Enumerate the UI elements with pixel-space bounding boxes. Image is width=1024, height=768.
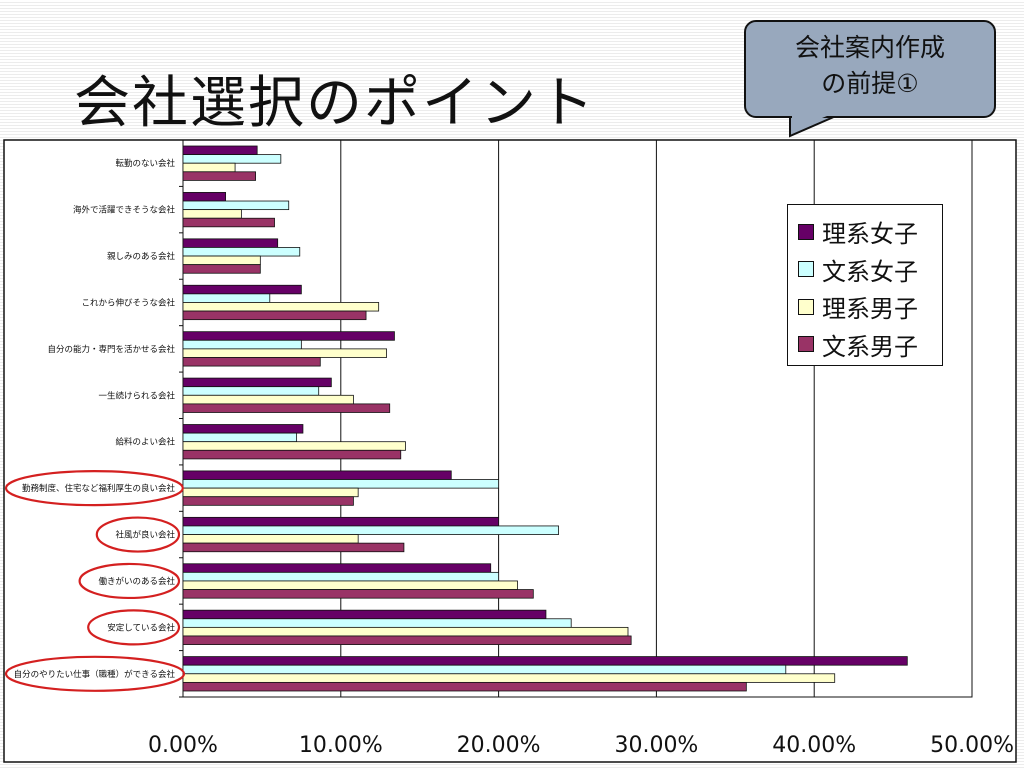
bar-2-1 xyxy=(182,247,301,257)
y-category-label-7: 勤務制度、住宅など福利厚生の良い会社 xyxy=(22,483,176,494)
bar-7-1 xyxy=(182,479,500,489)
bar-4-1 xyxy=(182,339,302,350)
bar-10-2 xyxy=(182,626,629,637)
legend-swatch-1 xyxy=(798,261,814,278)
bar-11-3 xyxy=(182,681,747,692)
highlight-circle-7 xyxy=(4,470,184,507)
bar-5-2 xyxy=(182,394,354,405)
slide-title: 会社選択のポイント xyxy=(74,71,596,136)
x-tick-label-3: 30.00% xyxy=(614,733,698,758)
callout-line-2: の前提① xyxy=(821,69,919,98)
bar-8-1 xyxy=(182,525,559,535)
bar-3-3 xyxy=(182,310,367,321)
bar-1-0 xyxy=(182,192,227,202)
legend-item-2: 理系男子 xyxy=(788,288,942,326)
y-category-label-1: 海外で活躍できそうな会社 xyxy=(73,205,176,216)
bar-11-1 xyxy=(182,664,787,675)
highlight-circle-9 xyxy=(78,562,181,600)
bar-2-2 xyxy=(182,255,261,266)
bar-4-3 xyxy=(182,357,321,367)
bar-6-2 xyxy=(182,441,406,451)
bar-3-1 xyxy=(182,293,271,303)
bar-9-2 xyxy=(182,580,518,590)
legend-item-3: 文系男子 xyxy=(788,326,942,364)
bar-9-3 xyxy=(182,589,534,599)
bar-7-3 xyxy=(182,496,354,506)
legend-swatch-3 xyxy=(798,336,814,353)
legend-label-3: 文系男子 xyxy=(822,332,918,361)
legend-item-1: 文系女子 xyxy=(788,251,942,289)
bar-6-3 xyxy=(182,449,402,460)
legend-swatch-2 xyxy=(798,298,814,315)
y-category-label-0: 転勤のない会社 xyxy=(115,158,175,169)
bar-3-0 xyxy=(182,284,302,295)
legend-label-0: 理系女子 xyxy=(822,220,918,249)
y-category-label-6: 給料のよい会社 xyxy=(115,437,175,448)
legend-swatch-0 xyxy=(798,223,814,240)
x-tick-label-2: 20.00% xyxy=(457,733,541,758)
bar-1-1 xyxy=(182,200,290,211)
bar-9-1 xyxy=(182,571,500,582)
y-category-label-2: 親しみのある会社 xyxy=(107,251,176,262)
bar-2-0 xyxy=(182,238,279,248)
bar-1-3 xyxy=(182,217,275,228)
legend-label-2: 理系男子 xyxy=(822,295,918,324)
bar-1-2 xyxy=(182,209,242,219)
bar-10-1 xyxy=(182,618,572,628)
bar-5-0 xyxy=(182,377,332,388)
bar-6-0 xyxy=(182,424,304,434)
callout-line-1: 会社案内作成 xyxy=(794,33,945,62)
highlight-circle-10 xyxy=(87,609,181,646)
y-category-label-11: 自分のやりたい仕事（職種）ができる会社 xyxy=(14,669,176,680)
legend-label-1: 文系女子 xyxy=(822,257,918,286)
legend-item-0: 理系女子 xyxy=(788,213,942,251)
bar-0-0 xyxy=(182,145,258,156)
bar-11-2 xyxy=(182,673,836,683)
bar-2-3 xyxy=(182,264,261,274)
callout-text: 会社案内作成 の前提① xyxy=(744,30,996,102)
bar-6-1 xyxy=(182,432,298,443)
highlight-circle-11 xyxy=(4,655,186,692)
bar-3-2 xyxy=(182,302,380,312)
bar-4-0 xyxy=(182,331,395,341)
bar-10-0 xyxy=(182,609,547,620)
bar-10-3 xyxy=(182,635,632,645)
x-tick-label-1: 10.00% xyxy=(299,733,383,758)
bar-5-1 xyxy=(182,386,320,396)
y-category-label-4: 自分の能力・専門を活かせる会社 xyxy=(47,344,175,355)
bar-0-2 xyxy=(182,162,236,173)
y-category-label-3: これから伸びそうな会社 xyxy=(81,297,175,308)
highlight-circle-8 xyxy=(95,516,181,553)
bar-7-2 xyxy=(182,487,359,498)
bar-5-3 xyxy=(182,403,391,413)
chart-legend: 理系女子 文系女子 理系男子 文系男子 xyxy=(787,204,943,366)
x-tick-label-5: 50.00% xyxy=(930,733,1014,758)
bar-8-2 xyxy=(182,534,359,544)
bar-8-0 xyxy=(182,516,500,527)
bar-4-2 xyxy=(182,348,387,358)
bar-7-0 xyxy=(182,470,452,480)
y-category-label-5: 一生続けられる会社 xyxy=(98,390,175,401)
callout-box xyxy=(744,20,996,118)
bar-9-0 xyxy=(182,563,492,573)
x-tick-label-4: 40.00% xyxy=(772,733,856,758)
y-category-label-9: 働きがいのある会社 xyxy=(98,576,175,587)
bar-0-1 xyxy=(182,154,282,164)
bar-11-0 xyxy=(182,656,908,666)
y-category-label-10: 安定している会社 xyxy=(107,622,175,633)
bar-0-3 xyxy=(182,171,256,181)
bar-8-3 xyxy=(182,542,405,553)
x-tick-label-0: 0.00% xyxy=(148,733,218,758)
y-category-label-8: 社風が良い会社 xyxy=(115,530,175,541)
